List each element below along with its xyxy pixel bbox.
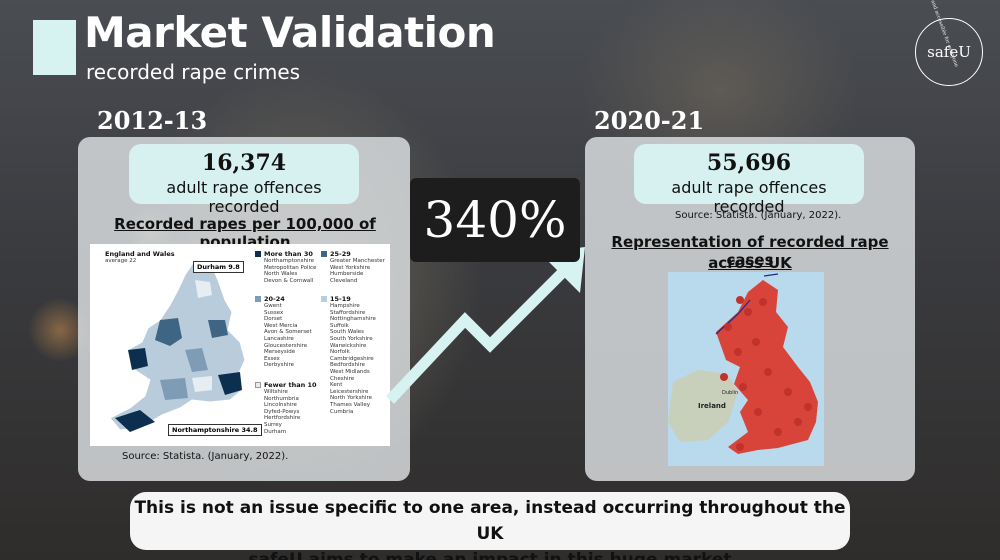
map-label-dublin: Dublin <box>722 390 739 396</box>
safeu-logo: safeU safe and accessible for everyone <box>915 0 983 86</box>
legend-items-2: Wiltshire Northumbria Lincolnshire Dyfed… <box>264 389 301 435</box>
callout-durham: Durham 9.8 <box>193 261 244 273</box>
growth-arrow-icon <box>385 247 585 404</box>
stat-box-left: 16,374 adult rape offences recorded <box>129 144 359 216</box>
legend-title-1: 20-24 <box>264 295 285 303</box>
logo-text: safeU <box>927 43 971 61</box>
legend-items-0: Northamptonshire Metropolitan Police Nor… <box>264 258 317 284</box>
ew-map-shape <box>109 259 246 432</box>
stat-number-right: 55,696 <box>706 150 792 176</box>
uk-map-shape <box>668 273 818 454</box>
footer-box: This is not an issue specific to one are… <box>130 492 850 560</box>
legend-swatch-1 <box>255 296 261 302</box>
stat-label-left: adult rape offences recorded <box>166 178 322 216</box>
year-right: 2020-21 <box>594 106 705 135</box>
legend-title-0: More than 30 <box>264 250 313 258</box>
legend-title-3: 25-29 <box>330 250 351 258</box>
accent-square <box>33 20 76 75</box>
page-title: Market Validation <box>84 8 496 57</box>
callout-northamptonshire: Northamptonshire 34.8 <box>168 424 262 436</box>
heading-right-line2: across UK <box>708 254 792 272</box>
legend-title-4: 15-19 <box>330 295 351 303</box>
legend-items-3: Greater Manchester West Yorkshire Humber… <box>330 258 385 284</box>
legend-swatch-0 <box>255 251 261 257</box>
legend-swatch-3 <box>321 251 327 257</box>
stat-number-left: 16,374 <box>201 150 287 176</box>
legend-items-4: Hampshire Staffordshire Nottinghamshire … <box>330 303 376 415</box>
uk-rape-cases-map: Ireland Dublin <box>668 272 824 466</box>
footer-line1: This is not an issue specific to one are… <box>134 498 846 544</box>
footer-line2: safeU aims to make an impact in this hug… <box>248 550 732 560</box>
source-left: Source: Statista. (January, 2022). <box>122 451 289 462</box>
ew-rape-map: England and Wales average 22 Durham 9.8 … <box>90 244 390 446</box>
legend-title-2: Fewer than 10 <box>264 381 317 389</box>
legend-swatch-2 <box>255 382 261 388</box>
legend-items-1: Gwent Sussex Dorset West Mercia Avon & S… <box>264 303 312 369</box>
source-right: Source: Statista. (January, 2022). <box>675 210 842 221</box>
legend-swatch-4 <box>321 296 327 302</box>
year-left: 2012-13 <box>97 106 208 135</box>
map-label-ireland: Ireland <box>698 402 726 410</box>
stat-label-right: adult rape offences recorded <box>671 178 827 216</box>
heading-right-line1: Representation of recorded rape cases <box>611 233 889 269</box>
page-subtitle: recorded rape crimes <box>86 60 301 84</box>
map-avg-value: average 22 <box>105 258 137 264</box>
stat-box-right: 55,696 adult rape offences recorded <box>634 144 864 216</box>
map-avg-title: England and Wales <box>105 250 175 258</box>
growth-percent: 340% <box>410 178 580 262</box>
